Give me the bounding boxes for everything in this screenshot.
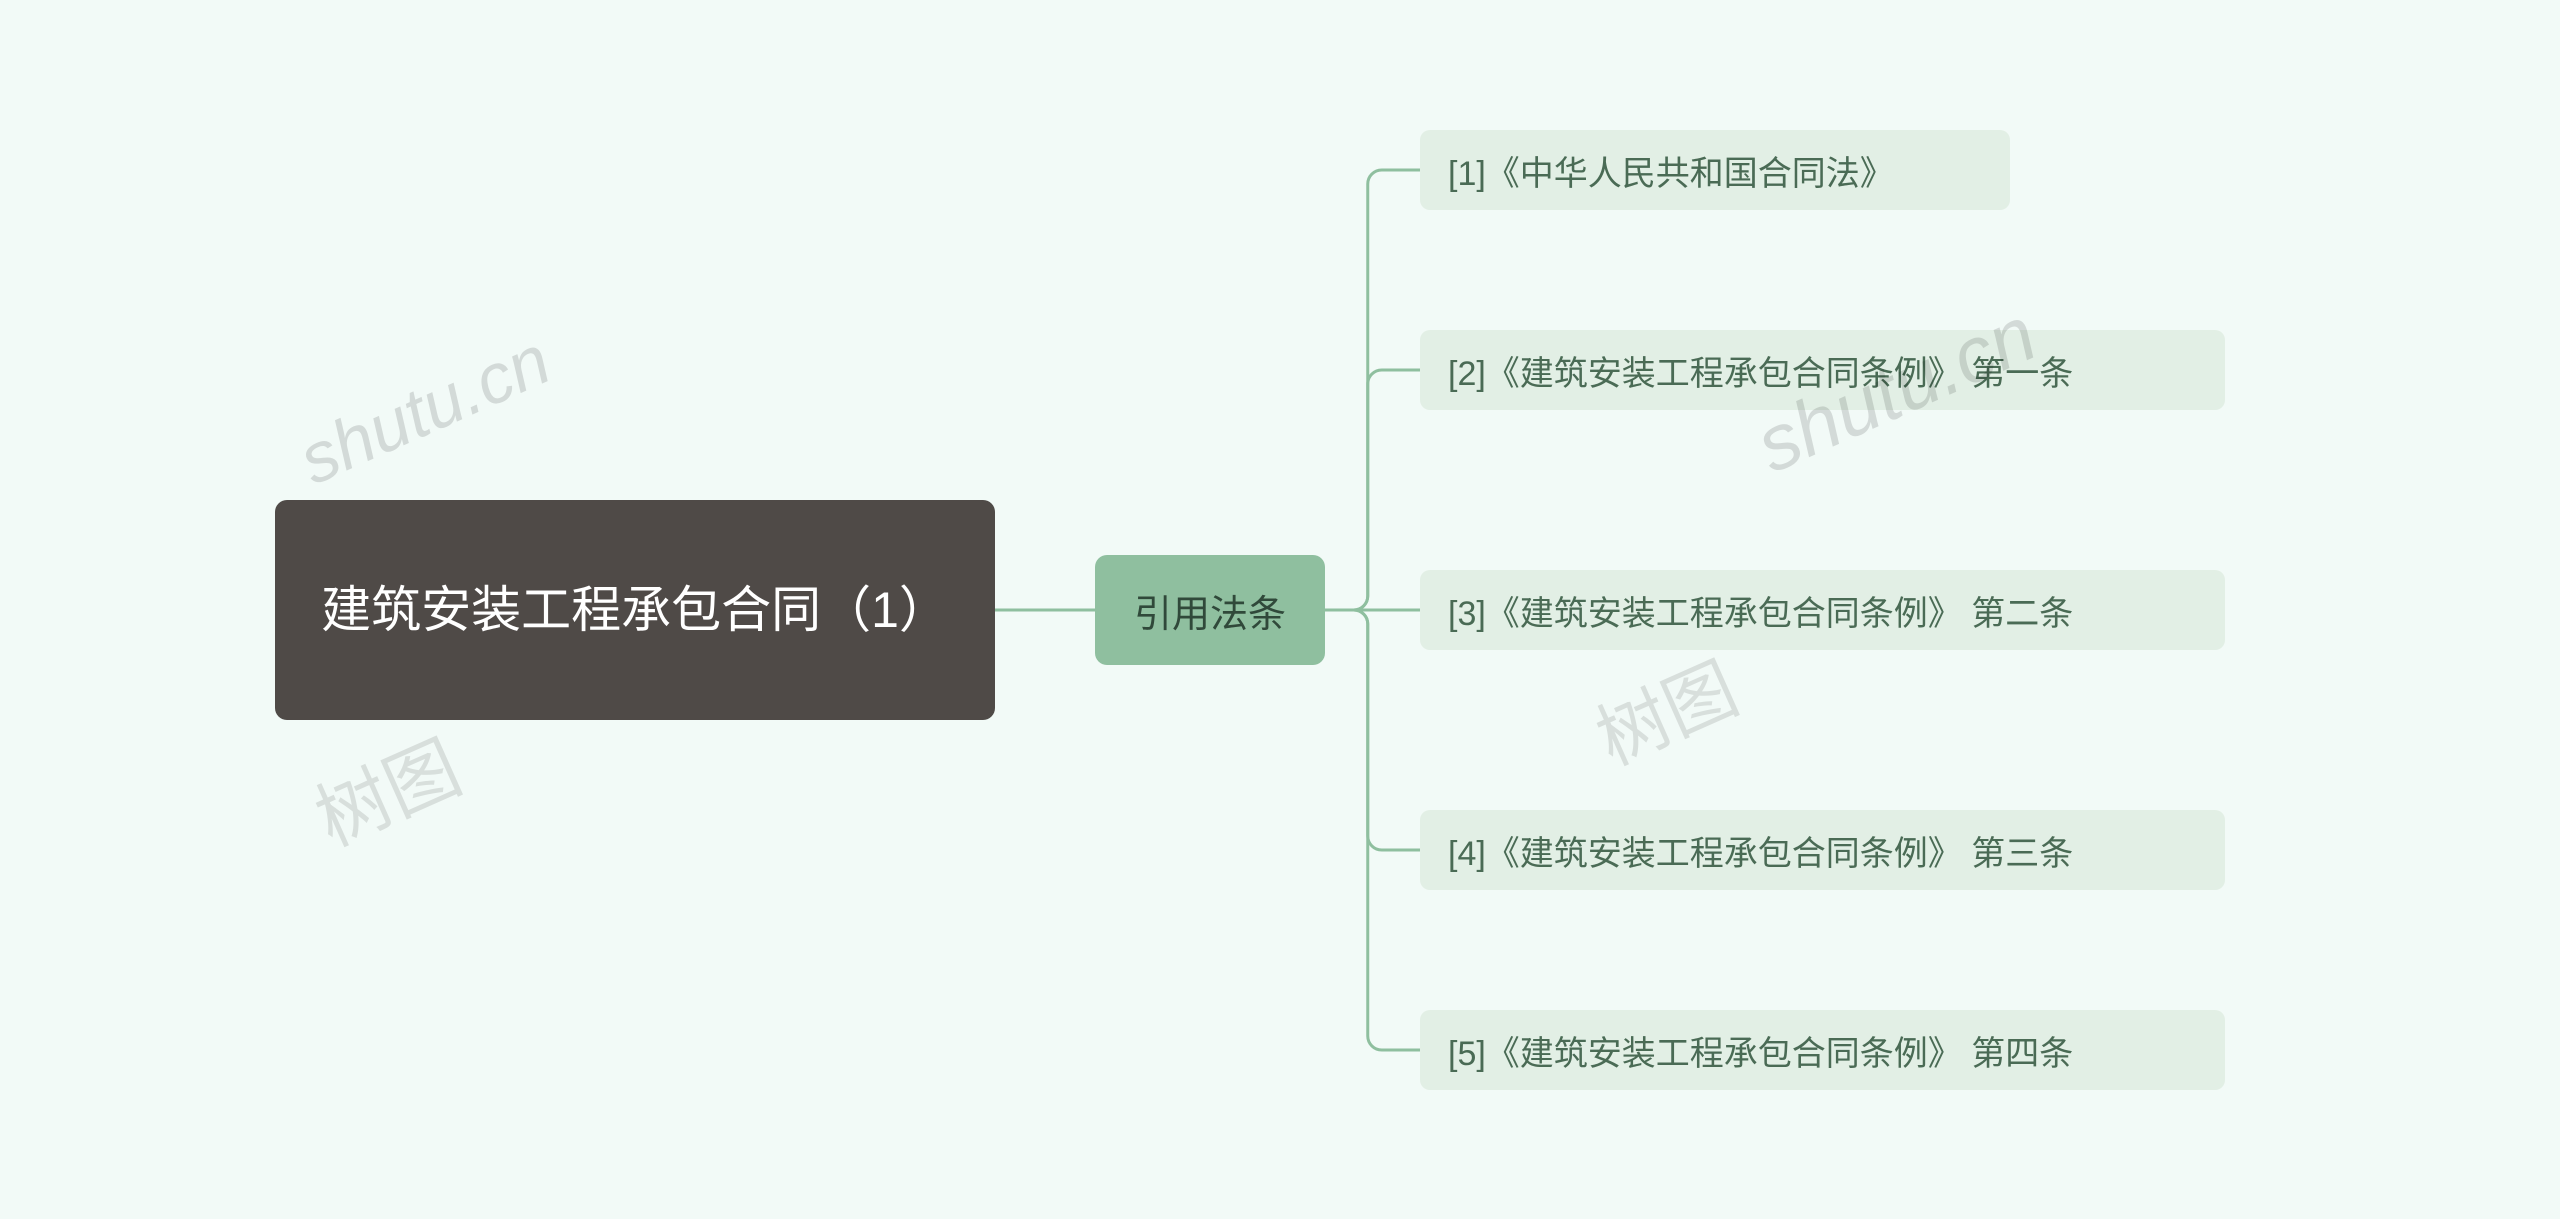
leaf-node-3[interactable]: [3]《建筑安装工程承包合同条例》 第二条 <box>1420 570 2225 650</box>
leaf-node-2[interactable]: [2]《建筑安装工程承包合同条例》 第一条 <box>1420 330 2225 410</box>
watermark-4: 树图 <box>1577 631 1751 785</box>
branch-node-law[interactable]: 引用法条 <box>1095 555 1325 665</box>
root-node[interactable]: 建筑安装工程承包合同（1） <box>275 500 995 720</box>
watermark-2: 树图 <box>296 709 475 867</box>
leaf-node-5[interactable]: [5]《建筑安装工程承包合同条例》 第四条 <box>1420 1010 2225 1090</box>
leaf-node-1[interactable]: [1]《中华人民共和国合同法》 <box>1420 130 2010 210</box>
mindmap-canvas: 建筑安装工程承包合同（1） 引用法条 [1]《中华人民共和国合同法》 [2]《建… <box>0 0 2560 1219</box>
leaf-node-4[interactable]: [4]《建筑安装工程承包合同条例》 第三条 <box>1420 810 2225 890</box>
watermark-1: shutu.cn <box>287 319 561 500</box>
